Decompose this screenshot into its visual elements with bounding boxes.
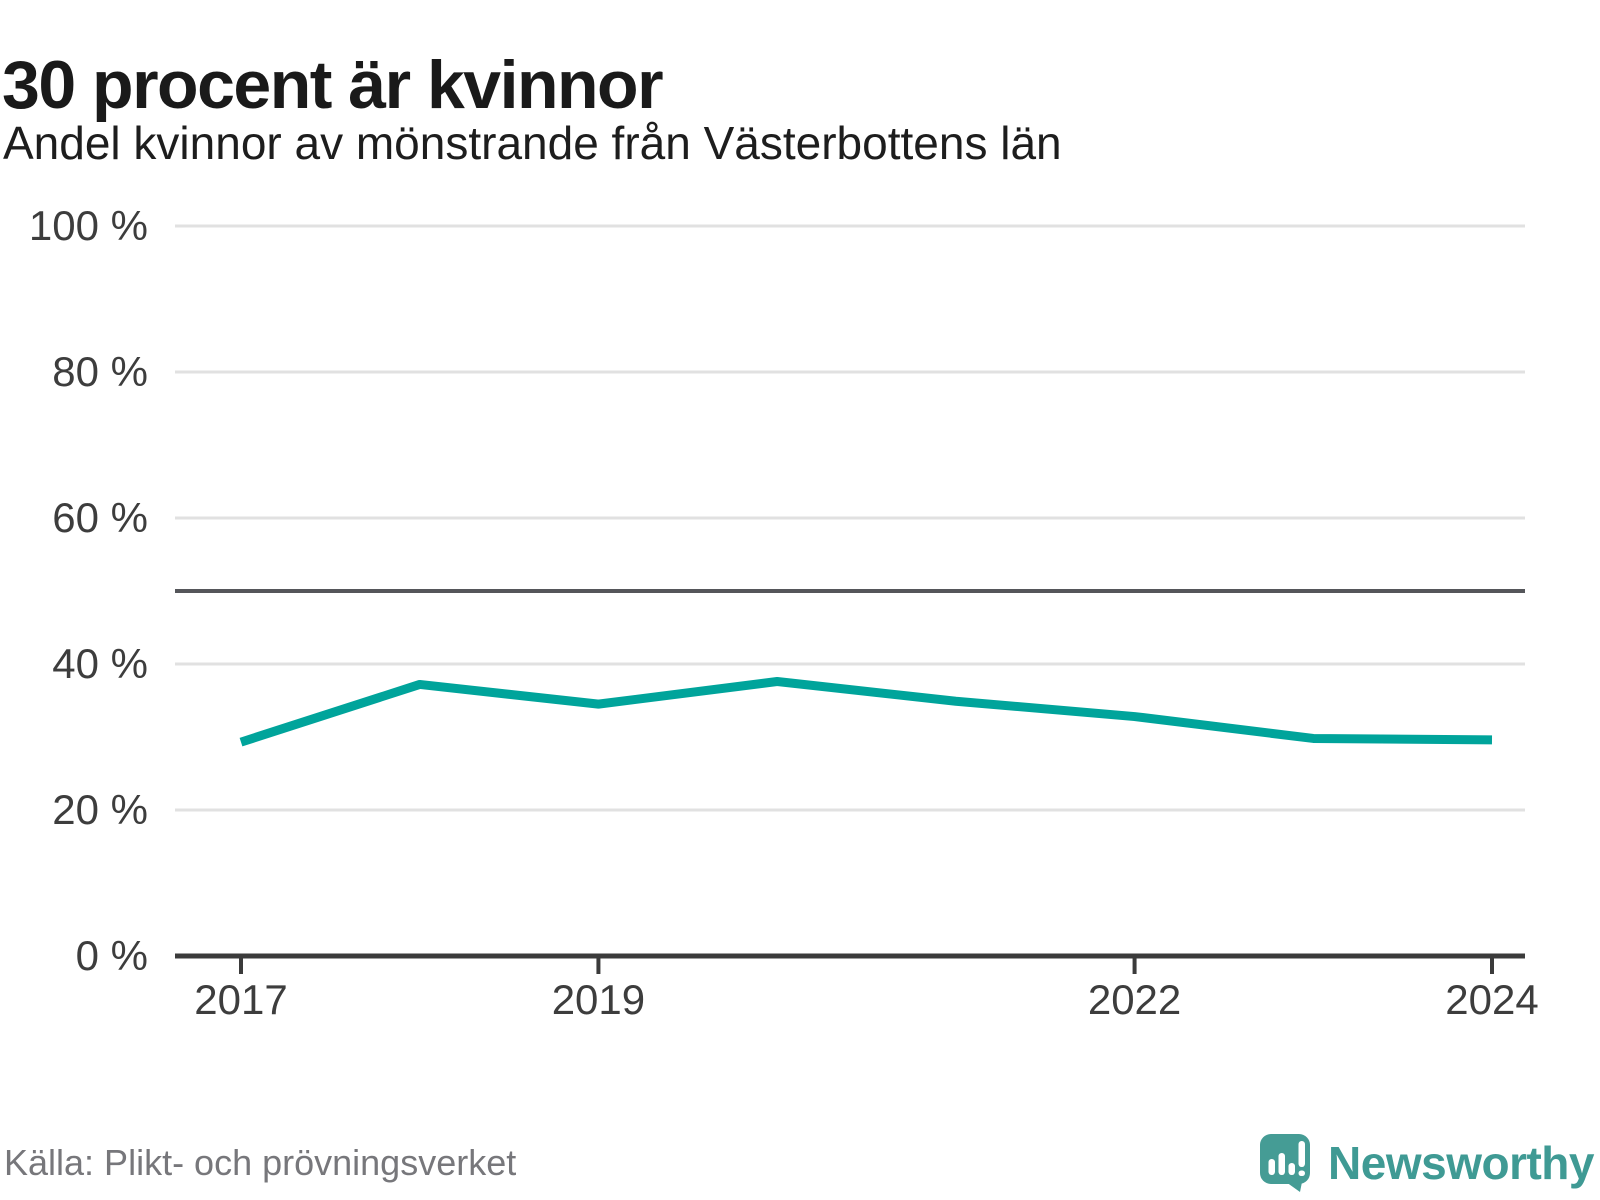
data-line-andel-kvinnor: [239, 677, 1493, 747]
y-tick-label: 80 %: [52, 348, 148, 395]
newsworthy-logo-text: Newsworthy: [1328, 1137, 1594, 1189]
y-tick-label: 60 %: [52, 494, 148, 541]
chart-subtitle: Andel kvinnor av mönstrande från Västerb…: [3, 117, 1062, 169]
source-note: Källa: Plikt- och prövningsverket: [4, 1142, 517, 1183]
x-tick-label: 2019: [552, 976, 645, 1023]
x-tick-label: 2022: [1088, 976, 1181, 1023]
y-tick-label: 100 %: [29, 202, 148, 249]
x-tick-label: 2017: [194, 976, 287, 1023]
newsworthy-logo-icon: [1260, 1134, 1311, 1192]
y-tick-label: 20 %: [52, 786, 148, 833]
newsworthy-logo: Newsworthy: [1260, 1134, 1594, 1192]
chart-title: 30 procent är kvinnor: [2, 46, 664, 123]
line-chart: 0 % 20 % 40 % 60 % 80 % 100 % 2017 2019 2022 2024: [29, 202, 1539, 1023]
chart-footer: Källa: Plikt- och prövningsverket Newswo…: [4, 1134, 1594, 1192]
y-tick-label: 0 %: [76, 932, 148, 979]
y-tick-label: 40 %: [52, 640, 148, 687]
x-tick-label: 2024: [1445, 976, 1538, 1023]
